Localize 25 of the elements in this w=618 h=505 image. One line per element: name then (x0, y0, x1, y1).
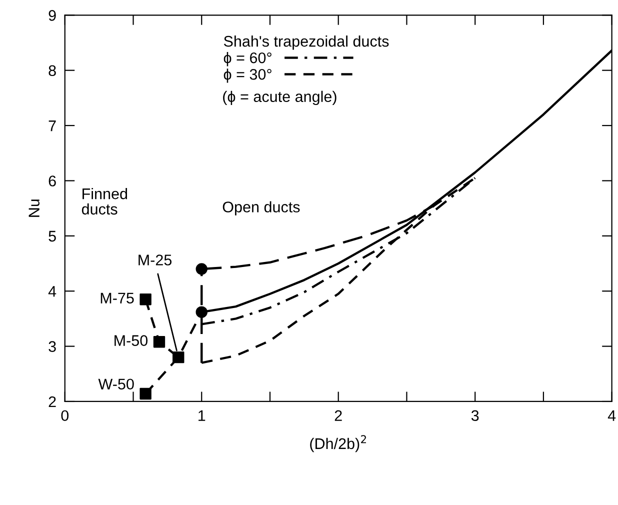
annotation: M-50 (114, 335, 148, 346)
legend-title: Shah's trapezoidal ducts (224, 36, 389, 50)
x-tick-label: 3 (471, 410, 479, 422)
y-tick-label: 3 (48, 341, 56, 352)
annotation: (ϕ = acute angle) (223, 90, 336, 106)
annotation: W-50 (98, 378, 134, 390)
y-tick-label: 9 (48, 10, 56, 21)
x-tick-label: 2 (334, 410, 342, 421)
annotation: Open ducts (222, 201, 300, 216)
annotation: M-25 (138, 254, 172, 266)
legend-label: ϕ = 30° (224, 68, 272, 83)
annotation: M-75 (100, 292, 134, 304)
y-tick-label: 4 (48, 286, 56, 297)
legend-label: ϕ = 60° (224, 52, 272, 66)
y-tick-label: 7 (48, 120, 56, 132)
y-tick-label: 6 (48, 176, 56, 186)
x-tick-label: 4 (608, 410, 616, 421)
y-tick-label: 8 (48, 65, 56, 76)
x-tick-label: 1 (198, 410, 206, 421)
annotation: Finned ducts (82, 188, 128, 215)
y-tick-label: 5 (48, 230, 56, 242)
x-axis-title: (Dh/2b)$^{2}$ (310, 435, 366, 452)
y-tick-label: 2 (48, 396, 56, 408)
y-axis-title: Nu (28, 200, 40, 217)
x-tick-label: 0 (61, 410, 69, 422)
